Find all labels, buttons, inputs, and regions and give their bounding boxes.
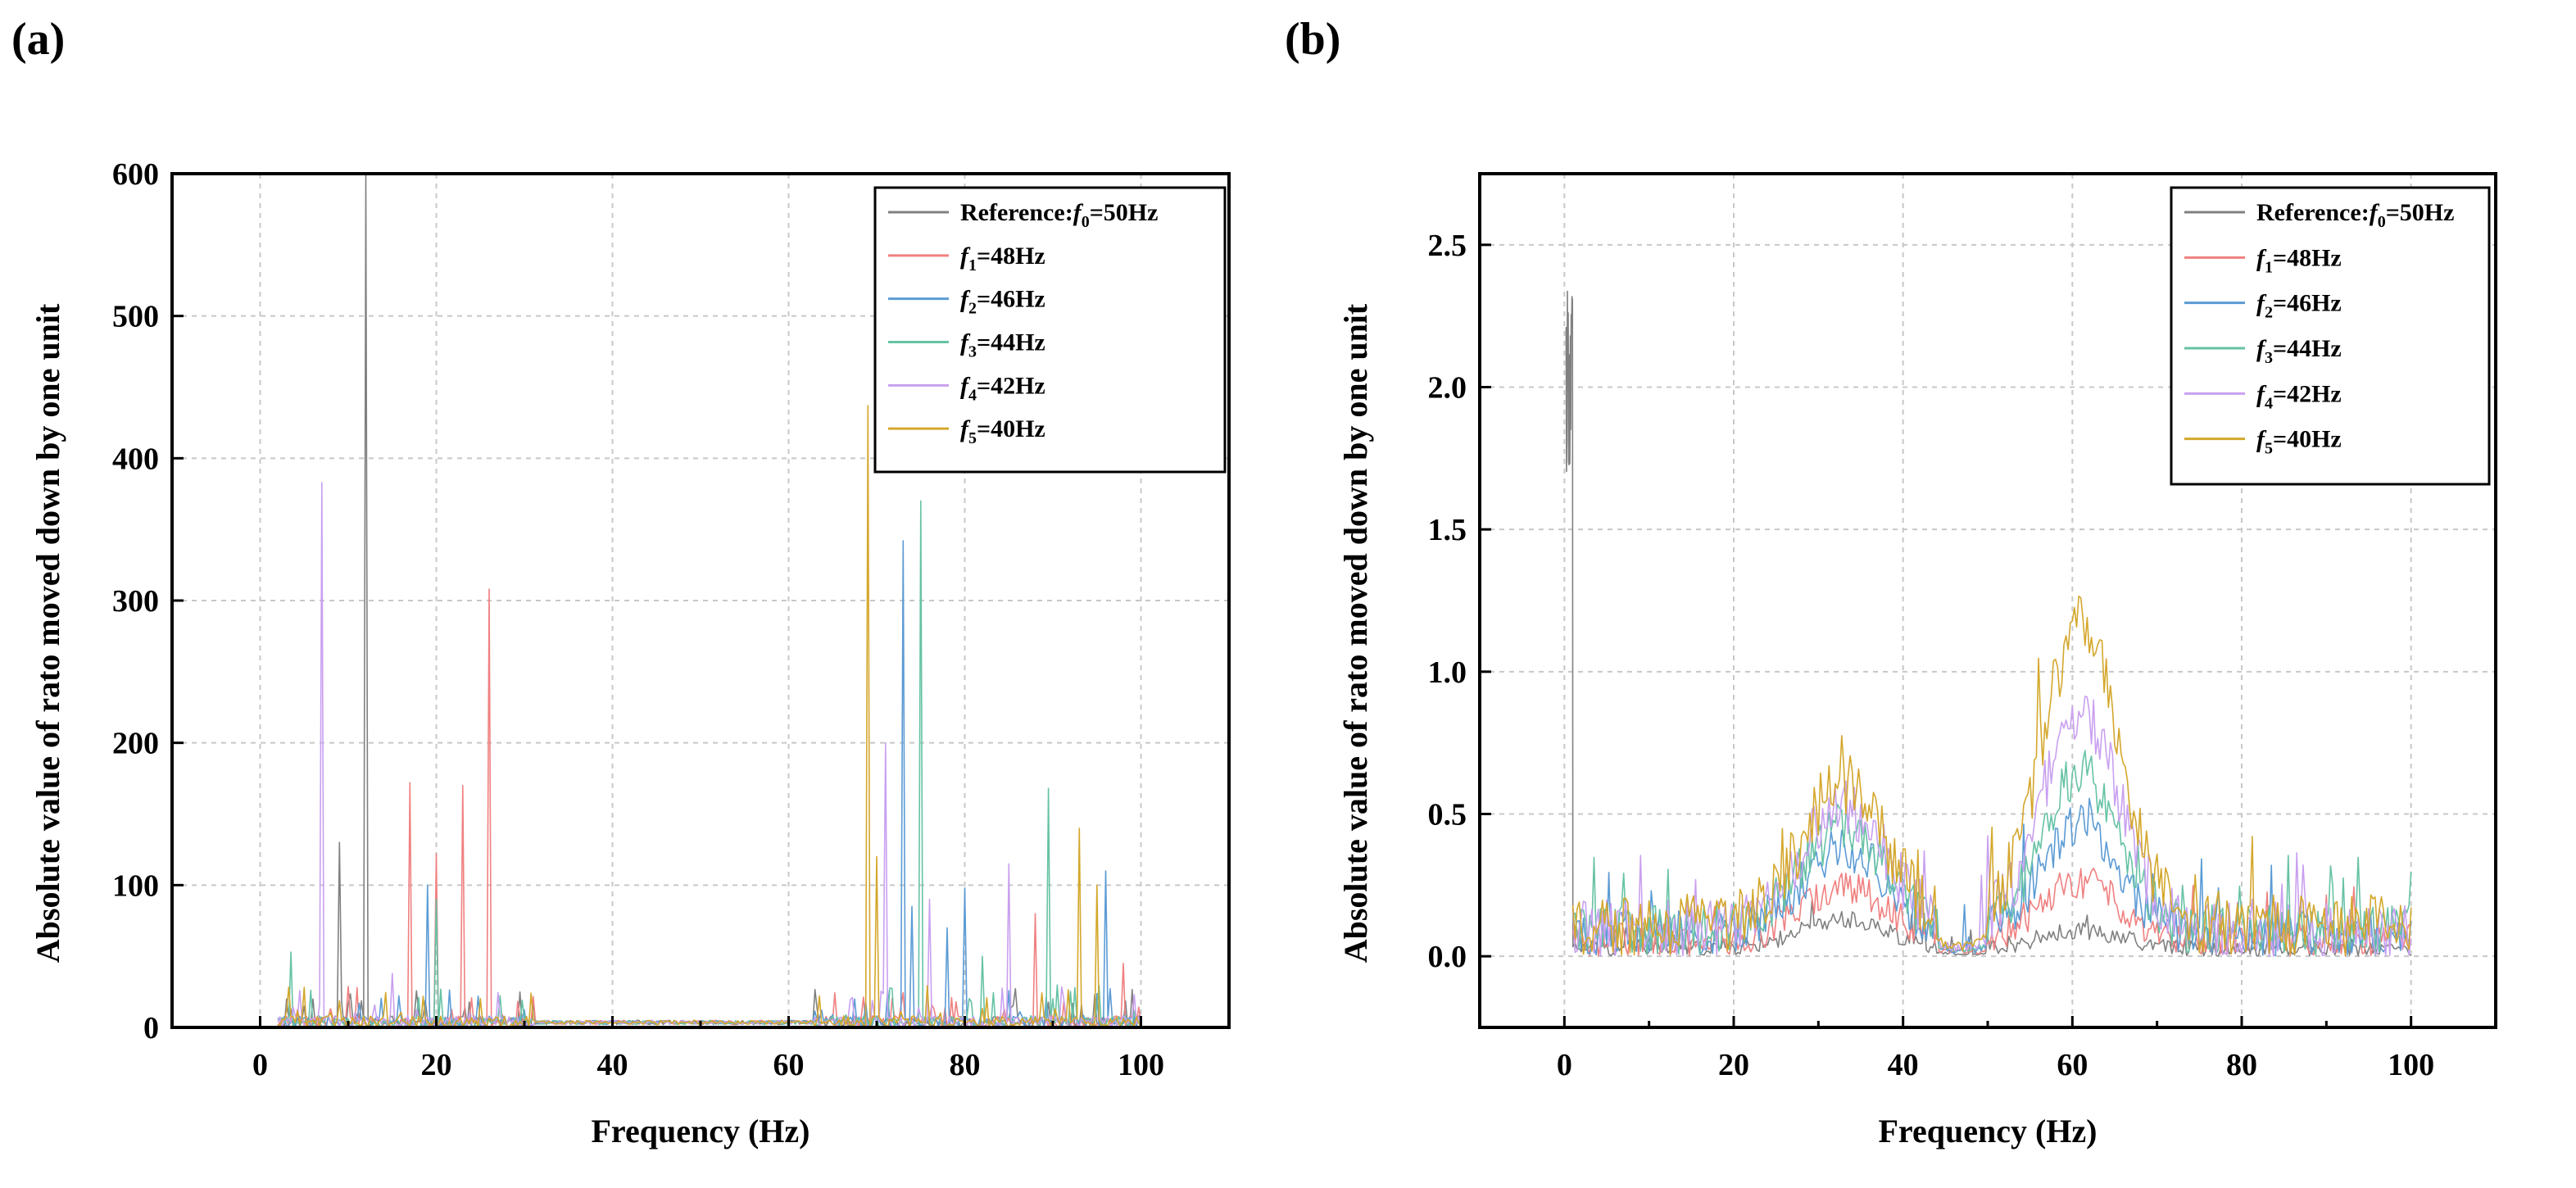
series-line-f1=48Hz — [277, 588, 1142, 1028]
series-line-f4=42Hz — [277, 482, 1142, 1028]
y-tick-label: 600 — [112, 157, 159, 192]
x-tick-label: 100 — [2388, 1048, 2434, 1082]
y-tick-label: 1.5 — [1428, 513, 1467, 547]
y-tick-label: 200 — [112, 727, 159, 761]
x-tick-label: 100 — [1118, 1048, 1164, 1082]
legend-entry: f5=40Hz — [2256, 426, 2342, 458]
x-tick-label: 80 — [950, 1048, 981, 1082]
legend-entry: f2=46Hz — [2256, 290, 2342, 322]
series-line-f5=40Hz — [1571, 596, 2412, 956]
legend-entry: Reference:f0=50Hz — [2256, 199, 2454, 231]
series-group-a — [277, 173, 1142, 1028]
x-tick-label: 80 — [2226, 1048, 2257, 1082]
legend-b: Reference:f0=50Hz f1=48Hz f2=46Hz f3=44Hz f4… — [2170, 186, 2491, 486]
x-tick-label: 0 — [252, 1048, 268, 1082]
chart-panel-b: 0 20 40 60 80 100 0.0 0.5 1.0 1.5 2.0 2.5 Frequency… — [1337, 172, 2497, 1149]
ticks-a: 0 20 40 60 80 100 0 100 200 300 400 500 600 — [112, 157, 1231, 1082]
legend-entry: f3=44Hz — [2256, 335, 2342, 367]
x-axis-title-a: Frequency (Hz) — [592, 1113, 810, 1149]
y-tick-label: 0.5 — [1428, 798, 1467, 832]
legend-box — [2170, 186, 2491, 486]
panel-label-b: (b) — [1285, 14, 1340, 65]
series-line-f2=46Hz — [277, 540, 1142, 1028]
series-line-f3=44Hz — [277, 500, 1142, 1028]
x-tick-label: 40 — [597, 1048, 628, 1082]
legend-a: Reference:f0=50Hz f1=48Hz f2=46Hz f3=44Hz f4… — [873, 186, 1227, 474]
y-tick-label: 2.5 — [1428, 229, 1467, 263]
legend-entry: f1=48Hz — [2256, 244, 2342, 276]
series-group-b — [1565, 290, 2412, 957]
y-axis-title-a: Absolute value of rato moved down by one… — [29, 303, 66, 963]
legend-entry: f5=40Hz — [960, 415, 1045, 447]
panel-label-a: (a) — [11, 14, 65, 65]
y-tick-label: 400 — [112, 442, 159, 476]
y-tick-label: 2.0 — [1428, 371, 1467, 406]
chart-panel-a: 0 20 40 60 80 100 0 100 200 300 400 500 600 Frequenc… — [29, 157, 1231, 1149]
x-tick-label: 0 — [1557, 1048, 1572, 1082]
y-tick-label: 500 — [112, 300, 159, 334]
y-tick-label: 0 — [143, 1011, 159, 1045]
y-tick-label: 1.0 — [1428, 655, 1467, 690]
series-line-f3=44Hz — [1572, 750, 2412, 957]
series-line-f4=42Hz — [1571, 696, 2412, 957]
grid-b — [1480, 174, 2496, 1027]
x-tick-label: 20 — [421, 1048, 452, 1082]
legend-entry: f2=46Hz — [960, 286, 1045, 318]
legend-entry: f4=42Hz — [2256, 380, 2342, 412]
y-axis-title-b: Absolute value of rato moved down by one… — [1337, 303, 1374, 963]
y-tick-label: 300 — [112, 584, 159, 619]
x-axis-title-b: Frequency (Hz) — [1879, 1113, 2098, 1149]
legend-entry: f3=44Hz — [960, 329, 1045, 361]
legend-box — [873, 186, 1227, 474]
series-line-f2=46Hz — [1571, 797, 2412, 956]
x-tick-label: 40 — [1888, 1048, 1919, 1082]
legend-entry: f4=42Hz — [960, 372, 1045, 404]
x-tick-label: 20 — [1718, 1048, 1749, 1082]
y-tick-label: 100 — [112, 868, 159, 903]
series-line-f5=40Hz — [277, 405, 1142, 1028]
legend-entry: f1=48Hz — [960, 243, 1045, 274]
y-tick-label: 0.0 — [1428, 940, 1467, 974]
x-tick-label: 60 — [2057, 1048, 2088, 1082]
legend-entry: Reference:f0=50Hz — [960, 199, 1158, 231]
x-tick-label: 60 — [773, 1048, 805, 1082]
ticks-b: 0 20 40 60 80 100 0.0 0.5 1.0 1.5 2.0 2.5 — [1428, 229, 2497, 1082]
